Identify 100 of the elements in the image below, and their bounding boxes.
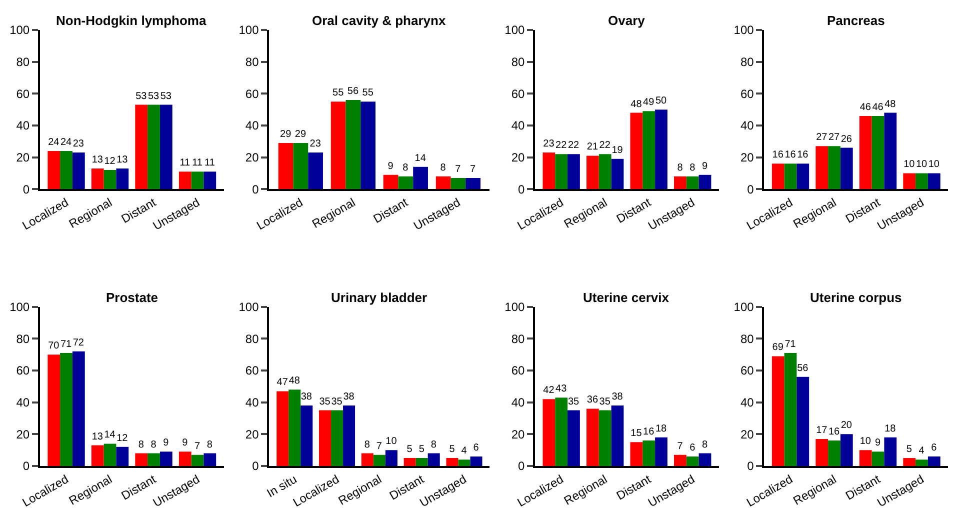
- y-tick-label: 100: [504, 23, 525, 38]
- y-tick-label: 60: [16, 364, 30, 378]
- y-tick-label: 60: [511, 364, 525, 378]
- y-tick-label: 40: [740, 118, 754, 133]
- data-label: 12: [116, 432, 128, 444]
- bar: [772, 356, 784, 466]
- chart-title: Pancreas: [827, 13, 885, 28]
- bar: [903, 458, 916, 466]
- chart-title: Oral cavity & pharynx: [312, 13, 446, 28]
- data-label: 69: [772, 342, 784, 354]
- bar: [872, 116, 884, 190]
- data-label: 23: [310, 138, 322, 150]
- bar: [104, 170, 116, 190]
- bar: [828, 146, 840, 190]
- y-tick-label: 0: [252, 459, 260, 474]
- y-tick-label: 0: [518, 182, 525, 196]
- data-label: 48: [884, 98, 896, 110]
- y-tick-label: 60: [16, 86, 30, 101]
- bar: [840, 148, 853, 190]
- data-label: 27: [816, 132, 828, 144]
- data-label: 9: [875, 438, 881, 449]
- y-tick-label: 60: [740, 364, 754, 378]
- bar: [116, 168, 129, 190]
- bar: [148, 453, 160, 466]
- y-tick-label: 20: [245, 427, 260, 442]
- chart-title: Non-Hodgkin lymphoma: [56, 13, 207, 28]
- data-label: 6: [690, 442, 696, 454]
- data-label: 18: [655, 423, 668, 434]
- y-tick-label: 20: [511, 150, 525, 165]
- bar: [884, 437, 897, 466]
- y-tick-label: 80: [511, 332, 525, 346]
- bar: [916, 173, 928, 190]
- y-tick-label: 60: [740, 86, 754, 101]
- data-label: 8: [702, 439, 708, 450]
- bar: [586, 408, 599, 466]
- data-label: 7: [677, 440, 684, 452]
- data-label: 35: [319, 396, 331, 408]
- data-label: 10: [386, 436, 398, 448]
- data-label: 70: [48, 340, 60, 352]
- data-label: 5: [449, 444, 456, 456]
- data-label: 8: [690, 162, 696, 174]
- data-label: 35: [568, 396, 580, 408]
- data-label: 35: [331, 396, 343, 408]
- y-tick-label: 0: [518, 459, 525, 474]
- bar: [784, 353, 797, 466]
- data-label: 56: [347, 86, 359, 98]
- y-tick-label: 40: [511, 118, 525, 133]
- bar: [72, 152, 85, 190]
- bar: [598, 154, 612, 190]
- y-tick-label: 100: [238, 300, 260, 314]
- bar: [772, 164, 784, 190]
- y-tick-label: 80: [16, 332, 30, 346]
- y-tick-label: 20: [16, 150, 30, 165]
- bar: [373, 454, 386, 466]
- bar: [416, 458, 428, 466]
- bar: [674, 176, 686, 190]
- y-tick-label: 100: [10, 300, 30, 314]
- bar: [466, 178, 480, 190]
- bar: [555, 154, 568, 190]
- bar: [828, 440, 840, 466]
- data-label: 53: [160, 90, 172, 102]
- bar: [630, 442, 643, 466]
- data-label: 8: [206, 439, 213, 450]
- y-tick-label: 80: [245, 55, 260, 70]
- bar: [308, 152, 323, 190]
- data-label: 24: [48, 136, 60, 148]
- bar: [191, 454, 204, 466]
- y-tick-label: 80: [740, 332, 754, 346]
- bar: [568, 410, 580, 466]
- bar: [104, 444, 116, 466]
- data-label: 5: [906, 444, 912, 456]
- bar: [204, 453, 216, 466]
- data-label: 16: [828, 426, 840, 438]
- data-label: 8: [138, 439, 144, 450]
- data-label: 10: [904, 159, 916, 170]
- y-tick-label: 0: [22, 459, 30, 474]
- bar: [542, 399, 556, 466]
- data-label: 23: [72, 138, 84, 150]
- bar: [293, 142, 308, 190]
- bar: [436, 176, 451, 190]
- data-label: 8: [364, 439, 370, 450]
- data-label: 20: [840, 420, 852, 432]
- data-label: 10: [916, 159, 928, 170]
- data-label: 38: [343, 392, 355, 403]
- bar: [655, 437, 668, 466]
- data-label: 16: [797, 150, 809, 161]
- bar: [385, 450, 398, 466]
- y-tick-label: 100: [10, 23, 30, 38]
- data-label: 53: [148, 90, 160, 102]
- y-tick-label: 40: [511, 396, 525, 410]
- bar: [404, 458, 416, 466]
- data-label: 9: [388, 160, 394, 172]
- chart-title: Uterine corpus: [810, 290, 902, 305]
- y-tick-label: 0: [22, 182, 30, 196]
- data-label: 27: [828, 132, 840, 144]
- data-label: 16: [643, 426, 655, 438]
- chart-title: Prostate: [106, 290, 158, 305]
- y-tick-label: 40: [740, 396, 754, 410]
- data-label: 48: [630, 98, 642, 110]
- bar: [330, 102, 346, 190]
